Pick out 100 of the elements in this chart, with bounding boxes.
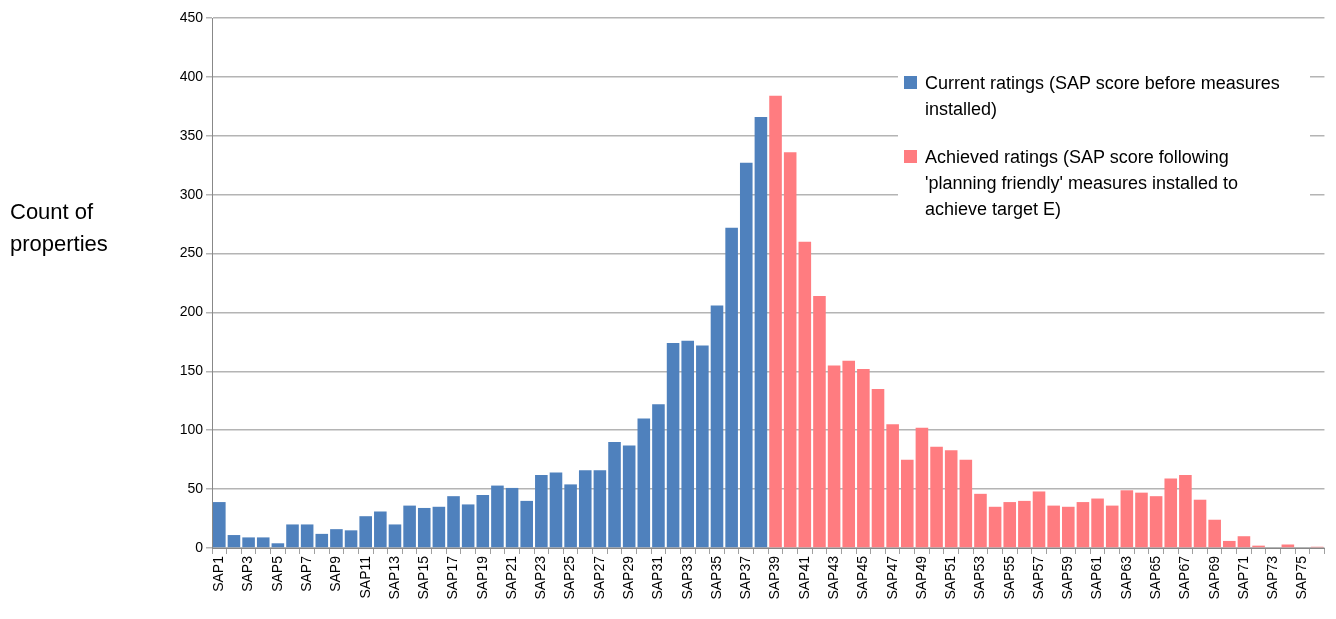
x-tick-label: SAP27 [590,555,607,600]
x-tick-label: SAP31 [649,555,666,600]
bar [286,524,299,548]
bar [1062,506,1075,548]
x-tick-label: SAP7 [298,555,314,592]
bar [447,496,460,548]
bar [564,484,577,548]
bar [959,459,973,548]
bar [813,295,826,548]
x-tick-label: SAP37 [737,555,754,600]
bar [476,495,490,548]
x-tick-label: SAP35 [707,555,724,600]
x-tick-label: SAP25 [561,555,578,600]
x-tick-label: SAP21 [502,555,519,600]
bar [710,305,724,548]
bar [915,427,929,548]
bar [505,487,519,548]
bar [666,343,680,548]
x-tick-label: SAP3 [239,555,256,592]
bar [535,474,548,548]
bar [944,450,958,548]
bar [696,345,709,548]
bar [739,162,753,548]
bar [886,424,899,548]
y-tick-label: 100 [179,421,204,438]
bar [857,368,870,548]
x-tick-label: SAP33 [678,555,695,600]
y-axis-title: Count of properties [10,198,109,258]
bar [1208,519,1221,548]
bar [461,504,475,548]
x-tick-label: SAP45 [854,555,871,600]
bar [1164,478,1178,548]
y-tick-label: 50 [187,479,204,496]
bar [725,227,738,548]
x-tick-label: SAP55 [1000,555,1017,600]
x-tick-label: SAP65 [1146,555,1163,600]
bar [1237,536,1251,548]
bar [1018,500,1031,548]
x-tick-label: SAP39 [766,555,783,600]
bar [520,500,533,548]
bar [798,241,812,548]
x-tick-label: SAP61 [1088,555,1105,600]
bar [1032,491,1046,548]
x-tick-label: SAP49 [912,555,929,600]
bar [1223,540,1236,548]
x-tick-label: SAP47 [883,555,900,600]
bar [227,535,241,548]
bar [578,470,592,548]
bar [1193,499,1207,548]
bar [1179,474,1192,548]
x-tick-label: SAP17 [444,555,461,600]
x-tick-label: SAP15 [415,555,432,600]
bar [388,524,402,548]
bar [1120,490,1134,548]
bar [637,418,651,548]
y-tick-label: 450 [179,8,204,25]
bar [491,485,504,548]
bar [1149,496,1163,548]
bar [1003,502,1017,548]
x-tick-label: SAP29 [620,555,637,600]
bar [256,537,270,548]
bar [930,446,943,548]
bar [330,529,343,548]
x-tick-label: SAP57 [1029,555,1046,600]
bar [974,493,987,548]
bar [754,116,768,548]
bar [1105,505,1119,548]
bar [1076,502,1090,548]
x-tick-label: SAP41 [795,555,812,600]
x-tick-label: SAP67 [1176,555,1193,600]
bar [769,95,782,548]
bar [1281,544,1295,548]
x-tick-label: SAP43 [824,555,841,600]
x-tick-label: SAP69 [1205,555,1222,600]
y-tick-label: 200 [179,303,204,320]
bar [549,472,563,548]
legend-label: Achieved ratings (SAP score following 'planning friendly' measures installed to achieve target E) [925,146,1240,221]
bar [242,537,255,548]
bar [403,505,416,548]
bar [681,340,695,548]
bar [1091,498,1104,548]
y-tick-label: 400 [179,67,204,84]
bar [1047,505,1060,548]
x-tick-label: SAP73 [1264,555,1281,600]
bar [374,511,387,548]
bar [608,442,621,548]
bar [271,543,285,548]
bar [359,516,372,548]
x-tick-label: SAP19 [473,555,490,600]
bar [300,524,314,548]
x-tick-label: SAP53 [971,555,988,600]
bar [988,506,1002,548]
y-tick-label: 150 [179,362,204,379]
bar [842,360,856,548]
bar [1135,492,1148,548]
bar [783,152,797,548]
x-tick-label: SAP5 [268,555,285,592]
y-tick-label: 250 [179,244,204,261]
x-tick-label: SAP75 [1293,555,1310,600]
legend-label: Current ratings (SAP score before measures installed) [925,72,1281,121]
